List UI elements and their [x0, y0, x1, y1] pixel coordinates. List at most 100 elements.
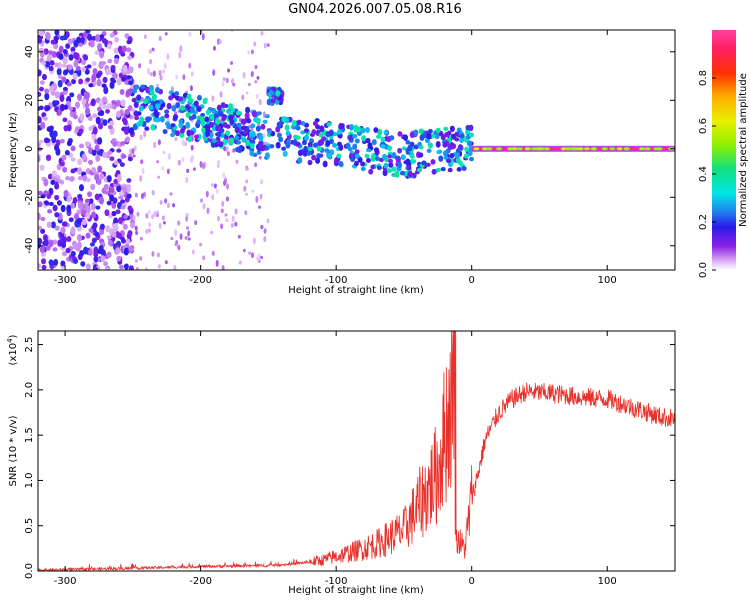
heatmap-cell: [62, 48, 68, 55]
heatmap-cell: [150, 123, 156, 131]
heatmap-cell: [516, 147, 523, 151]
heatmap-cell: [211, 138, 217, 144]
heatmap-cell: [162, 221, 166, 225]
heatmap-cell: [85, 211, 91, 220]
heatmap-cell: [170, 236, 174, 240]
heatmap-cell: [216, 104, 222, 112]
heatmap-cell: [242, 72, 246, 79]
heatmap-cell: [206, 207, 210, 215]
heatmap-cell: [61, 63, 67, 68]
heatmap-cell: [419, 134, 425, 141]
heatmap-cell: [45, 60, 51, 68]
spectrogram-y-tick-label: -20: [24, 189, 35, 205]
heatmap-cell: [121, 45, 127, 53]
spectrogram-x-tick-label: 100: [598, 275, 617, 286]
heatmap-cell: [296, 119, 302, 126]
snr-series-line: [38, 331, 675, 571]
heatmap-cell: [291, 120, 297, 127]
heatmap-cell: [312, 142, 318, 148]
heatmap-cell: [349, 124, 355, 131]
heatmap-cell: [370, 155, 376, 162]
heatmap-cell: [199, 160, 203, 168]
heatmap-cell: [121, 154, 127, 159]
snr-panel: -300 -200 -100 0 100 0.0 0.5 1.0 1.5 2.0 2.5 Heig…: [6, 330, 676, 596]
heatmap-cell: [88, 125, 94, 131]
heatmap-cell: [215, 125, 221, 132]
heatmap-cell: [202, 203, 206, 210]
heatmap-cell: [397, 161, 403, 169]
heatmap-cell: [191, 249, 195, 255]
heatmap-cell: [63, 189, 69, 198]
heatmap-cell: [387, 154, 393, 159]
heatmap-cell: [151, 251, 155, 257]
heatmap-cell: [365, 157, 371, 163]
heatmap-cell: [116, 77, 122, 86]
heatmap-cell: [112, 197, 118, 204]
heatmap-cell: [45, 138, 51, 143]
heatmap-cell: [151, 95, 157, 102]
heatmap-cell: [145, 213, 149, 219]
heatmap-cell: [174, 243, 178, 247]
heatmap-cell: [468, 156, 474, 162]
heatmap-cell: [417, 167, 423, 173]
spectrogram-x-axis-label: Height of straight line (km): [288, 285, 424, 296]
heatmap-cell: [223, 180, 227, 186]
heatmap-cell: [131, 148, 135, 155]
heatmap-cell: [85, 77, 91, 82]
heatmap-cell: [442, 150, 448, 157]
heatmap-cell: [185, 112, 191, 118]
heatmap-cell: [199, 242, 203, 247]
heatmap-cell: [367, 142, 373, 149]
heatmap-cell: [192, 167, 196, 171]
heatmap-cell: [48, 239, 54, 248]
heatmap-cell: [106, 200, 112, 206]
heatmap-cell: [127, 156, 133, 162]
heatmap-cell: [204, 116, 210, 122]
heatmap-cell: [158, 69, 162, 77]
heatmap-cell: [319, 125, 325, 133]
heatmap-cell: [134, 115, 140, 121]
heatmap-cell: [164, 260, 168, 265]
heatmap-cell: [93, 250, 99, 258]
heatmap-cell: [399, 170, 405, 176]
heatmap-cell: [210, 230, 214, 235]
heatmap-cell: [297, 157, 303, 164]
heatmap-cell: [405, 158, 411, 166]
heatmap-cell: [94, 50, 100, 56]
heatmap-cell: [254, 80, 258, 84]
heatmap-cell: [54, 212, 60, 218]
heatmap-cell: [38, 69, 42, 77]
heatmap-cell: [228, 111, 234, 116]
heatmap-cell: [459, 133, 465, 139]
heatmap-cell: [107, 239, 113, 246]
heatmap-cell: [295, 135, 301, 140]
heatmap-cell: [405, 140, 411, 145]
heatmap-cell: [126, 178, 132, 183]
heatmap-cell: [152, 70, 156, 78]
heatmap-cell: [38, 116, 42, 124]
heatmap-cell: [311, 154, 317, 161]
heatmap-cell: [105, 225, 111, 233]
heatmap-cell: [77, 158, 83, 166]
heatmap-cell: [276, 132, 282, 138]
heatmap-cell: [106, 43, 112, 50]
heatmap-cell: [255, 117, 261, 123]
heatmap-cell: [170, 123, 176, 128]
heatmap-cell: [103, 86, 109, 95]
heatmap-cell: [99, 223, 105, 230]
heatmap-cell: [52, 247, 58, 252]
heatmap-cell: [213, 183, 217, 189]
heatmap-cell: [226, 183, 230, 190]
heatmap-cell: [260, 225, 264, 230]
heatmap-cell: [79, 143, 85, 149]
heatmap-cell: [113, 47, 119, 54]
heatmap-cell: [361, 135, 367, 142]
heatmap-cell: [430, 159, 436, 165]
heatmap-cell: [205, 109, 211, 116]
heatmap-cell: [222, 122, 228, 128]
heatmap-cell: [54, 194, 60, 201]
heatmap-cell: [251, 110, 257, 118]
heatmap-cell: [180, 105, 186, 111]
heatmap-cell: [382, 153, 388, 161]
heatmap-cell: [157, 175, 161, 179]
